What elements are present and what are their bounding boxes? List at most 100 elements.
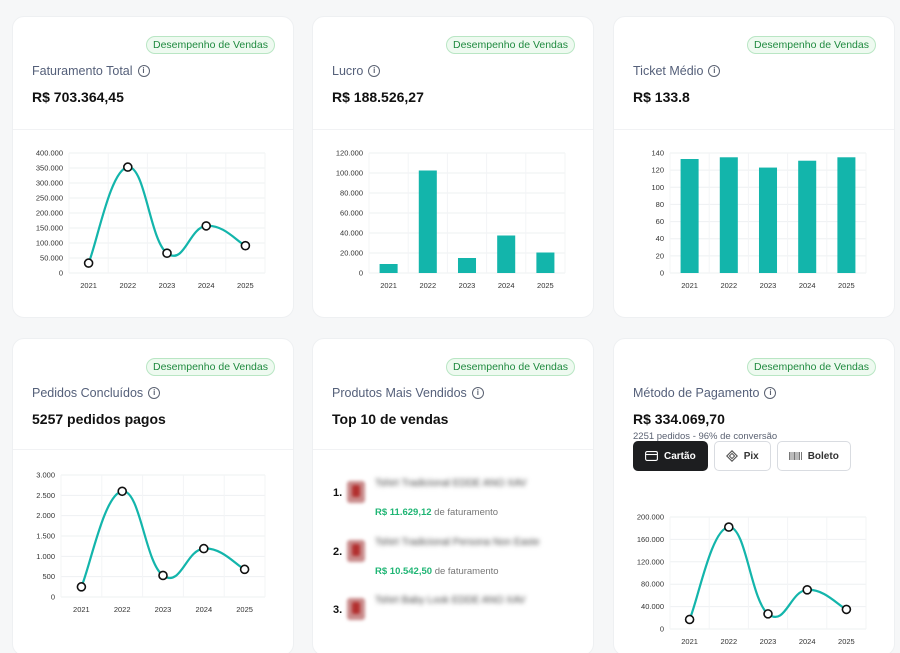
info-icon[interactable]: i <box>148 387 161 399</box>
product-revenue-amount: R$ 10.542,50 <box>375 566 433 577</box>
y-tick-label: 1.000 <box>36 552 55 561</box>
x-tick-label: 2022 <box>720 281 737 290</box>
x-tick-label: 2024 <box>498 281 515 290</box>
sales-performance-badge: Desempenho de Vendas <box>746 36 876 54</box>
barcode-icon <box>788 452 802 460</box>
boleto-button[interactable]: Boleto <box>776 441 851 471</box>
card-title-text: Produtos Mais Vendidos <box>332 386 467 400</box>
card-value: R$ 703.364,45 <box>32 89 124 105</box>
x-tick-label: 2025 <box>838 281 855 290</box>
y-tick-label: 20.000 <box>340 249 363 258</box>
bar <box>418 170 437 273</box>
y-tick-label: 500 <box>42 572 55 581</box>
bar <box>680 159 699 273</box>
info-icon[interactable]: i <box>708 65 721 77</box>
divider <box>13 449 293 450</box>
y-tick-label: 300.000 <box>36 179 63 188</box>
card-title-text: Método de Pagamento <box>633 386 760 400</box>
y-tick-label: 250.000 <box>36 194 63 203</box>
y-tick-label: 400.000 <box>36 149 63 158</box>
y-tick-label: 200.000 <box>36 209 63 218</box>
y-tick-label: 40.000 <box>340 229 363 238</box>
x-tick-label: 2024 <box>198 281 215 290</box>
sales-performance-badge: Desempenho de Vendas <box>445 358 575 376</box>
product-thumbnail <box>347 598 365 620</box>
data-point <box>199 543 209 554</box>
product-thumbnail <box>347 540 365 562</box>
pix-button[interactable]: Pix <box>713 441 771 471</box>
y-tick-label: 350.000 <box>36 164 63 173</box>
product-rank: 3. <box>333 604 343 616</box>
card-title: Método de Pagamento i <box>633 386 777 400</box>
x-tick-label: 2024 <box>195 605 212 614</box>
x-tick-label: 2023 <box>760 637 777 646</box>
y-tick-label: 0 <box>59 269 63 278</box>
y-tick-label: 50.000 <box>40 254 63 263</box>
card-title: Pedidos Concluídos i <box>32 386 161 400</box>
pix-label: Pix <box>743 450 759 462</box>
cartao-label: Cartão <box>664 450 696 462</box>
pix-icon <box>725 450 738 462</box>
ticket-card: Desempenho de Vendas Ticket Médio i R$ 1… <box>613 16 895 318</box>
info-icon[interactable]: i <box>368 65 381 77</box>
product-rank: 1. <box>333 487 343 499</box>
y-tick-label: 0 <box>660 625 664 634</box>
product-revenue: R$ 10.542,50 de faturamento <box>375 566 499 577</box>
data-point <box>724 522 734 532</box>
info-icon[interactable]: i <box>764 387 777 399</box>
product-thumbnail <box>347 481 365 503</box>
info-icon[interactable]: i <box>471 387 484 399</box>
x-tick-label: 2021 <box>681 281 698 290</box>
product-revenue-suffix: de faturamento <box>434 566 499 577</box>
x-tick-label: 2021 <box>73 605 90 614</box>
faturamento-card: Desempenho de Vendas Faturamento Total i… <box>12 16 294 318</box>
x-tick-label: 2021 <box>380 281 397 290</box>
y-tick-label: 100.000 <box>36 239 63 248</box>
product-name: Tshirt Tradicional EDDE ANO XAV <box>375 478 527 489</box>
cartao-button[interactable]: Cartão <box>633 441 708 471</box>
card-value: R$ 334.069,70 <box>633 411 725 427</box>
data-point <box>158 570 168 581</box>
product-name: Tshirt Baby Look EDDE ANO XAV <box>375 595 526 606</box>
product-revenue-suffix: de faturamento <box>434 507 499 518</box>
data-point <box>763 609 773 619</box>
pedidos-chart: 0 500 1.000 1.500 2.000 2.500 3.000 2021 2022 202… <box>36 471 266 614</box>
faturamento-chart: 0 50.000 100.000 150.000 200.000 250.000 300.0… <box>36 149 266 290</box>
x-tick-label: 2025 <box>838 637 855 646</box>
x-tick-label: 2023 <box>459 281 476 290</box>
series-line <box>688 525 847 620</box>
y-tick-label: 40 <box>656 234 664 243</box>
divider <box>313 449 593 450</box>
x-tick-label: 2022 <box>720 637 737 646</box>
bar <box>379 264 398 273</box>
card-title-text: Lucro <box>332 64 364 78</box>
y-tick-label: 40.000 <box>641 602 664 611</box>
y-tick-label: 150.000 <box>36 224 63 233</box>
series-line <box>87 166 246 264</box>
x-tick-label: 2024 <box>799 281 816 290</box>
y-tick-label: 160.000 <box>637 535 664 544</box>
data-point <box>841 604 852 615</box>
product-revenue-amount: R$ 11.629,12 <box>375 507 432 518</box>
metodo-pagamento-chart: 0 40.000 80.000 120.000 160.000 200.000 2021 20… <box>637 513 867 646</box>
x-tick-label: 2021 <box>80 281 97 290</box>
y-tick-label: 120.000 <box>336 149 363 158</box>
card-title-text: Pedidos Concluídos <box>32 386 144 400</box>
sales-performance-badge: Desempenho de Vendas <box>145 358 275 376</box>
y-tick-label: 0 <box>660 269 664 278</box>
produtos-card: Desempenho de Vendas Produtos Mais Vendi… <box>312 338 594 653</box>
data-point <box>684 614 695 625</box>
x-tick-label: 2025 <box>537 281 554 290</box>
card-title: Lucro i <box>332 64 381 78</box>
x-tick-label: 2021 <box>681 637 698 646</box>
lucro-chart: 0 20.000 40.000 60.000 80.000 100.000 120.000 2… <box>336 149 566 290</box>
y-tick-label: 2.500 <box>36 491 55 500</box>
y-tick-label: 0 <box>51 593 55 602</box>
y-tick-label: 80.000 <box>340 189 363 198</box>
x-tick-label: 2022 <box>114 605 131 614</box>
payment-method-tabs: Cartão Pix Boleto <box>633 441 851 471</box>
y-tick-label: 80 <box>656 200 664 209</box>
x-tick-label: 2024 <box>799 637 816 646</box>
info-icon[interactable]: i <box>137 65 150 77</box>
y-tick-label: 120.000 <box>637 557 664 566</box>
